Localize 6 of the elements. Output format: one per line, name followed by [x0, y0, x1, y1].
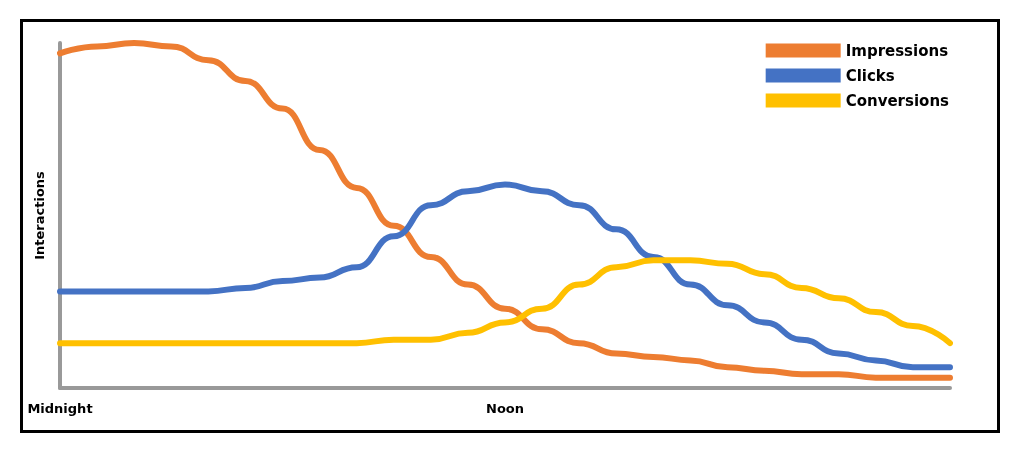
legend-label: Clicks — [845, 66, 895, 85]
x-tick-label: Noon — [486, 401, 524, 416]
y-axis-title: Interactions — [32, 170, 47, 260]
legend-label: Conversions — [845, 91, 950, 110]
legend-label: Impressions — [845, 41, 949, 60]
x-tick-label: Midnight — [27, 401, 93, 416]
